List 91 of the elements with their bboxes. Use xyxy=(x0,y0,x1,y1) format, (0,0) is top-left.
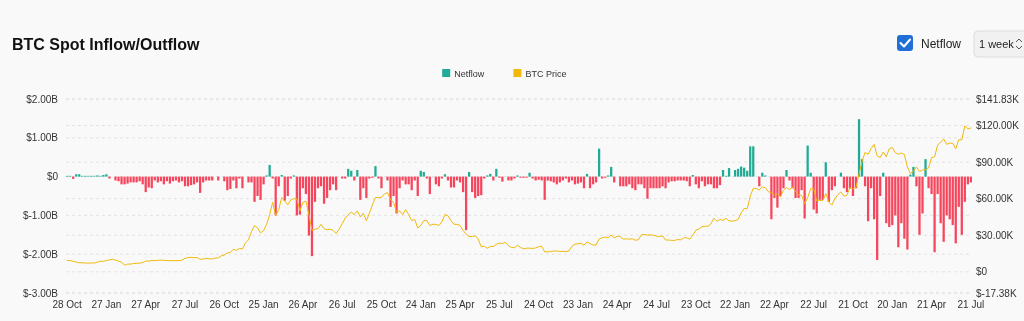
x-tick-label: 26 Jul xyxy=(328,299,356,310)
x-tick-label: 22 Jul xyxy=(800,299,828,310)
bar xyxy=(918,176,921,235)
y-tick-label: $1.00B xyxy=(26,132,59,144)
bar xyxy=(117,176,120,182)
bar xyxy=(528,172,531,177)
y2-tick-label: $-17.38K xyxy=(976,287,1017,299)
bar xyxy=(727,168,731,177)
x-tick-label: 21 Apr xyxy=(917,299,947,310)
bar xyxy=(658,176,661,189)
bar xyxy=(380,176,383,189)
bar xyxy=(770,176,773,220)
x-tick-label: 27 Apr xyxy=(131,299,161,310)
bar xyxy=(501,176,504,182)
y-tick-label: $-3.00B xyxy=(22,287,59,299)
text: Netflow xyxy=(921,37,962,51)
bar xyxy=(585,173,589,177)
y-tick-label: $2.00B xyxy=(26,93,59,105)
bar xyxy=(749,146,752,177)
bar xyxy=(126,176,129,184)
x-tick-label: 26 Apr xyxy=(288,299,319,310)
y2-tick-label: $30.00K xyxy=(976,229,1014,241)
legend-label: BTC Price xyxy=(525,69,567,79)
y-tick-label: $-1.00B xyxy=(22,209,59,221)
bar xyxy=(646,176,649,199)
x-tick-label: 23 Jan xyxy=(562,299,593,310)
bar xyxy=(906,176,909,250)
x-tick-label: 26 Oct xyxy=(209,299,240,310)
bar xyxy=(640,176,643,185)
bar xyxy=(268,164,271,177)
bar xyxy=(114,176,117,181)
x-tick-label: 25 Jul xyxy=(486,299,513,310)
bar xyxy=(468,171,471,177)
bar xyxy=(610,166,613,177)
y2-tick-label: $0 xyxy=(976,266,988,278)
bar xyxy=(794,176,797,198)
y2-tick-label: $60.00K xyxy=(976,193,1014,205)
bar xyxy=(652,176,655,189)
bar xyxy=(120,176,123,185)
x-tick-label: 27 Jul xyxy=(171,299,199,310)
bar xyxy=(129,176,132,183)
x-tick-label: 21 Oct xyxy=(838,299,868,310)
bar xyxy=(395,176,398,214)
x-tick-label: 24 Apr xyxy=(602,299,633,310)
x-tick-label: 28 Oct xyxy=(52,299,83,310)
x-tick-label: 25 Jan xyxy=(248,299,279,310)
x-tick-label: 22 Jan xyxy=(720,299,751,310)
bar xyxy=(933,176,936,253)
bar xyxy=(785,170,788,177)
bar xyxy=(733,170,737,177)
y-tick-label: $0 xyxy=(46,171,59,183)
bar xyxy=(797,176,800,198)
bar xyxy=(422,171,425,177)
bar xyxy=(247,176,250,183)
chart-title: BTC Spot Inflow/Outflow xyxy=(12,36,201,53)
bar xyxy=(241,176,244,189)
bar xyxy=(419,170,422,177)
x-tick-label: 25 Apr xyxy=(445,299,476,310)
x-tick-label: 21 Jul xyxy=(957,299,985,310)
x-tick-label: 22 Apr xyxy=(759,299,790,310)
bar xyxy=(253,176,256,202)
x-tick-label: 24 Jul xyxy=(643,299,670,310)
x-tick-label: 24 Jan xyxy=(405,299,436,310)
legend-label: Netflow xyxy=(454,69,485,79)
y2-tick-label: $90.00K xyxy=(976,156,1014,168)
y2-tick-label: $120.00K xyxy=(976,120,1020,132)
line-series xyxy=(66,125,972,266)
x-tick-label: 27 Jan xyxy=(91,299,122,310)
text: 1 week xyxy=(979,38,1015,50)
bar xyxy=(924,159,927,177)
bar xyxy=(235,176,238,189)
bar xyxy=(776,176,779,208)
bar xyxy=(507,176,510,181)
bar xyxy=(123,176,126,185)
x-tick-label: 24 Oct xyxy=(523,299,554,310)
bar xyxy=(374,166,377,177)
bar xyxy=(803,176,806,219)
bar xyxy=(824,162,827,177)
bar xyxy=(259,176,262,200)
bar xyxy=(661,176,664,187)
y2-tick-label: $141.83K xyxy=(976,93,1020,105)
bar xyxy=(664,176,667,189)
x-tick-label: 23 Oct xyxy=(681,299,711,310)
x-tick-label: 20 Jan xyxy=(877,299,908,310)
x-tick-label: 25 Oct xyxy=(366,299,397,310)
bar xyxy=(721,170,725,177)
y-tick-label: $-2.00B xyxy=(22,248,59,260)
bar xyxy=(752,146,755,177)
bar xyxy=(356,170,359,177)
bar xyxy=(389,176,392,207)
bar xyxy=(655,176,658,189)
